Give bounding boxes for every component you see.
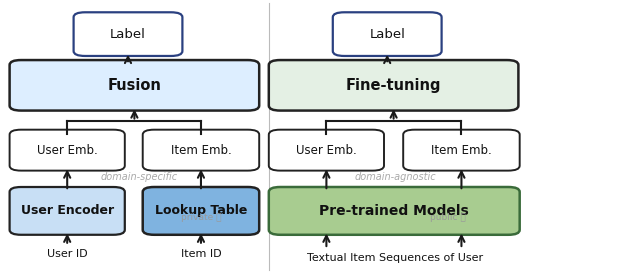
Text: Item ID: Item ID xyxy=(180,250,221,259)
Text: User ID: User ID xyxy=(47,250,88,259)
Text: domain-agnostic: domain-agnostic xyxy=(354,172,436,182)
FancyBboxPatch shape xyxy=(10,130,125,171)
Text: domain-specific: domain-specific xyxy=(100,172,177,182)
FancyBboxPatch shape xyxy=(10,60,259,111)
FancyBboxPatch shape xyxy=(143,187,259,235)
Text: Pre-trained Models: Pre-trained Models xyxy=(319,204,469,218)
Text: public 🔒: public 🔒 xyxy=(430,213,466,221)
Text: Fusion: Fusion xyxy=(108,78,161,93)
Text: Textual Item Sequences of User: Textual Item Sequences of User xyxy=(307,253,483,263)
Text: Label: Label xyxy=(369,28,405,41)
FancyBboxPatch shape xyxy=(403,130,520,171)
FancyBboxPatch shape xyxy=(333,12,442,56)
Text: Label: Label xyxy=(110,28,146,41)
FancyBboxPatch shape xyxy=(269,187,520,235)
FancyBboxPatch shape xyxy=(269,130,384,171)
Text: User Emb.: User Emb. xyxy=(37,144,97,157)
FancyBboxPatch shape xyxy=(143,130,259,171)
Text: Item Emb.: Item Emb. xyxy=(431,144,492,157)
Text: Lookup Table: Lookup Table xyxy=(155,204,247,217)
FancyBboxPatch shape xyxy=(10,187,125,235)
Text: User Encoder: User Encoder xyxy=(20,204,114,217)
Text: Item Emb.: Item Emb. xyxy=(171,144,231,157)
FancyBboxPatch shape xyxy=(74,12,182,56)
Text: Fine-tuning: Fine-tuning xyxy=(346,78,442,93)
FancyBboxPatch shape xyxy=(269,60,518,111)
Text: private 🔒: private 🔒 xyxy=(180,213,221,221)
Text: User Emb.: User Emb. xyxy=(296,144,356,157)
